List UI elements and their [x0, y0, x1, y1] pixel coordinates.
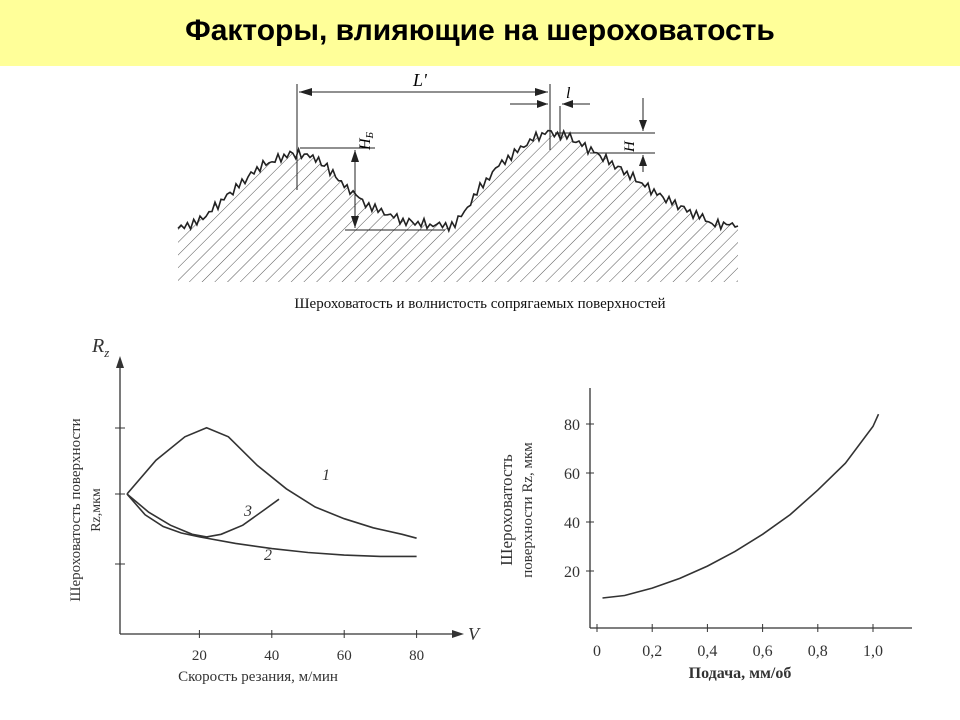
- x-tick-label: 1,0: [863, 643, 883, 660]
- profile-caption: Шероховатость и волнистость сопрягаемых …: [294, 296, 666, 312]
- surface-profile: [178, 130, 738, 282]
- title-bar: Факторы, влияющие на шероховатость: [0, 0, 960, 66]
- arrow-H-top: [639, 120, 647, 131]
- x-tick-label: 0: [593, 643, 601, 660]
- series-label-2: 2: [264, 547, 272, 564]
- y-tick-label: 40: [564, 515, 580, 532]
- arrow-l-right: [562, 100, 573, 108]
- y-axis-label: Шероховатость поверхности: [68, 418, 84, 601]
- x-tick-label: 60: [337, 648, 352, 664]
- x-tick-label: 0,6: [753, 643, 773, 660]
- series-line-2: [126, 493, 417, 558]
- y-axis-label-2: поверхности Rz, мкм: [520, 442, 536, 578]
- arrow-right: [535, 88, 548, 96]
- x-tick-label: 0,8: [808, 643, 828, 660]
- x-axis-symbol: V: [468, 624, 481, 644]
- label-H: H: [622, 140, 638, 153]
- y-axis-arrow: [116, 356, 124, 368]
- arrow-l-left: [537, 100, 548, 108]
- label-L: L': [412, 70, 428, 90]
- y-tick-label: 80: [564, 417, 580, 434]
- series-line-1: [126, 426, 417, 539]
- y-tick-label: 60: [564, 466, 580, 483]
- y-axis-label-2: Rz,мкм: [89, 488, 104, 532]
- arrow-Hb-top: [351, 150, 359, 162]
- series-line-3: [126, 493, 280, 538]
- y-axis-label: Шероховатость: [497, 454, 516, 566]
- x-tick-label: 20: [192, 648, 207, 664]
- y-axis-symbol: Rz: [91, 335, 109, 360]
- x-tick-label: 40: [264, 648, 279, 664]
- x-tick-label: 0,4: [697, 643, 717, 660]
- arrow-Hb-bottom: [351, 216, 359, 228]
- label-l: l: [566, 85, 571, 102]
- x-axis-label: Скорость резания, м/мин: [178, 669, 338, 685]
- arrow-H-bottom: [639, 155, 647, 166]
- surface-profile-line: [177, 128, 739, 234]
- y-tick-label: 20: [564, 564, 580, 581]
- label-Hb: HБ: [357, 131, 376, 151]
- page-title: Факторы, влияющие на шероховатость: [185, 14, 775, 47]
- x-tick-label: 0,2: [642, 643, 662, 660]
- series-line: [602, 413, 880, 599]
- series-label-3: 3: [243, 503, 252, 520]
- x-tick-label: 80: [409, 648, 424, 664]
- x-axis-arrow: [452, 630, 464, 638]
- x-axis-label: Подача, мм/об: [689, 665, 792, 682]
- series-label-1: 1: [322, 467, 330, 484]
- arrow-left: [299, 88, 312, 96]
